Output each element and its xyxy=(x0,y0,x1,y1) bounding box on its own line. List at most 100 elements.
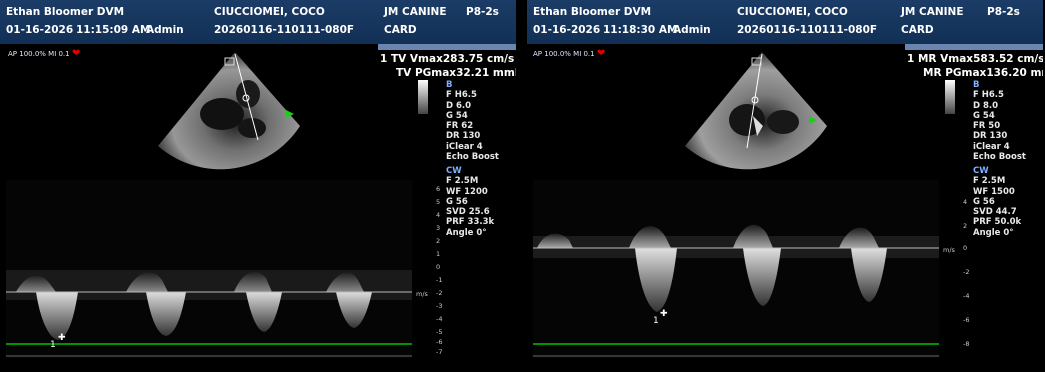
echo-panel-right: Ethan Bloomer DVM CIUCCIOMEI, COCO JM CA… xyxy=(527,0,1043,372)
scale-tick: 6 xyxy=(436,185,441,193)
echo-panel-left: Ethan Bloomer DVM CIUCCIOMEI, COCO JM CA… xyxy=(0,0,516,372)
scale-tick: 3 xyxy=(436,224,441,232)
param-frame-rate: FR 50 xyxy=(973,121,1001,132)
param-heading-cw: CW xyxy=(446,166,462,176)
operator-name: Ethan Bloomer DVM xyxy=(6,6,125,18)
scale-tick: -6 xyxy=(436,338,443,346)
scale-unit: m/s xyxy=(416,290,428,298)
param-freq: F H6.5 xyxy=(973,90,1004,101)
exam-date: 01-16-2026 xyxy=(533,24,601,36)
user-name: Admin xyxy=(673,24,711,36)
param-angle: Angle 0° xyxy=(446,227,487,238)
patient-name: CIUCCIOMEI, COCO xyxy=(214,6,325,18)
bmode-params: B F H6.5 D 8.0 G 54 FR 50 DR 130 iClear … xyxy=(973,80,1026,162)
param-iclear: iClear 4 xyxy=(446,141,483,152)
scale-tick: -1 xyxy=(436,276,443,284)
measurement-cursor-icon: ✚ xyxy=(58,333,66,343)
param-depth: D 6.0 xyxy=(446,100,472,111)
param-svd: SVD 25.6 xyxy=(446,207,490,218)
exam-id: 20260116-110111-080F xyxy=(737,24,878,36)
scale-unit: m/s xyxy=(943,246,955,254)
param-cw-freq: F 2.5M xyxy=(446,176,479,187)
measurement-2-value: 32.21 mmHg xyxy=(456,67,516,79)
param-dynamic-range: DR 130 xyxy=(973,131,1008,142)
grayscale-bar xyxy=(418,80,428,114)
param-heading-b: B xyxy=(446,80,453,90)
header-bar: Ethan Bloomer DVM CIUCCIOMEI, COCO JM CA… xyxy=(527,0,1043,44)
param-depth: D 8.0 xyxy=(973,100,999,111)
param-wall-filter: WF 1200 xyxy=(446,186,488,197)
scale-tick: -8 xyxy=(963,340,970,348)
bmode-params: B F H6.5 D 6.0 G 54 FR 62 DR 130 iClear … xyxy=(446,80,499,162)
measurement-header-bar xyxy=(905,44,1043,50)
ap-mi-text: AP 100.0% MI 0.1 xyxy=(8,50,70,58)
measurement-marker-label: 1 xyxy=(50,340,56,350)
scale-tick: -3 xyxy=(436,302,443,310)
patient-name: CIUCCIOMEI, COCO xyxy=(737,6,848,18)
measurement-header-bar xyxy=(378,44,516,50)
scale-tick: 4 xyxy=(963,198,968,206)
param-gain: G 54 xyxy=(446,110,468,121)
dept-line2: CARD xyxy=(901,24,934,36)
param-dynamic-range: DR 130 xyxy=(446,131,481,142)
ap-mi-readout: AP 100.0% MI 0.1 ❤ xyxy=(533,48,605,59)
param-svd: SVD 44.7 xyxy=(973,207,1017,218)
user-name: Admin xyxy=(146,24,184,36)
exam-id: 20260116-110111-080F xyxy=(214,24,355,36)
measurement-1-value: 583.52 cm/s xyxy=(973,53,1043,65)
dept-line1: JM CANINE xyxy=(901,6,964,18)
measurement-2-label: MR PGmax xyxy=(923,67,987,79)
scale-tick: -5 xyxy=(436,328,443,336)
heart-icon: ❤ xyxy=(596,48,606,59)
param-echo-boost: Echo Boost xyxy=(446,152,499,163)
measurement-2-value: 136.20 mmHg xyxy=(986,67,1043,79)
exam-date: 01-16-2026 xyxy=(6,24,74,36)
measurement-marker-label: 1 xyxy=(653,316,659,326)
ap-mi-text: AP 100.0% MI 0.1 xyxy=(533,50,595,58)
measurement-2-label: TV PGmax xyxy=(396,67,457,79)
scale-tick: -4 xyxy=(436,315,443,323)
scale-tick: -4 xyxy=(963,292,970,300)
param-wall-filter: WF 1500 xyxy=(973,186,1015,197)
param-freq: F H6.5 xyxy=(446,90,477,101)
param-iclear: iClear 4 xyxy=(973,141,1010,152)
bmode-sector-image xyxy=(158,52,300,170)
scale-tick: 2 xyxy=(963,222,968,230)
scale-tick: 2 xyxy=(436,237,441,245)
exam-time: 11:15:09 AM xyxy=(76,24,151,36)
doppler-spectrum xyxy=(533,180,939,358)
scale-tick: 4 xyxy=(436,211,441,219)
scale-tick: 1 xyxy=(436,250,441,258)
param-prf: PRF 50.0k xyxy=(973,217,1022,228)
dept-line1: JM CANINE xyxy=(384,6,447,18)
ap-mi-readout: AP 100.0% MI 0.1 ❤ xyxy=(8,48,80,59)
measurement-1-label: TV Vmax xyxy=(390,53,443,65)
probe-name: P8-2s xyxy=(466,6,499,18)
velocity-scale: 6 5 4 3 2 1 0 -1 -2 -3 -4 -5 -6 -7 m/s xyxy=(414,180,454,358)
velocity-scale: 4 2 0 -2 -4 -6 -8 m/s xyxy=(941,180,981,358)
doppler-spectrum xyxy=(6,180,412,358)
measurement-1-value: 283.75 cm/s xyxy=(442,53,515,65)
param-frame-rate: FR 62 xyxy=(446,121,474,132)
scale-tick: 0 xyxy=(963,244,968,252)
param-prf: PRF 33.3k xyxy=(446,217,495,228)
param-angle: Angle 0° xyxy=(973,227,1014,238)
measurement-1-label: MR Vmax xyxy=(917,53,974,65)
grayscale-bar xyxy=(945,80,955,114)
probe-name: P8-2s xyxy=(987,6,1020,18)
param-cw-freq: F 2.5M xyxy=(973,176,1006,187)
scale-tick: 0 xyxy=(436,263,441,271)
param-cw-gain: G 56 xyxy=(446,196,468,207)
param-heading-b: B xyxy=(973,80,980,90)
measurement-cursor-icon: ✚ xyxy=(660,309,668,319)
scale-tick: 5 xyxy=(436,198,441,206)
cw-params: CW F 2.5M WF 1200 G 56 SVD 25.6 PRF 33.3… xyxy=(446,166,494,238)
header-bar: Ethan Bloomer DVM CIUCCIOMEI, COCO JM CA… xyxy=(0,0,516,44)
exam-time: 11:18:30 AM xyxy=(603,24,678,36)
param-echo-boost: Echo Boost xyxy=(973,152,1026,163)
operator-name: Ethan Bloomer DVM xyxy=(533,6,652,18)
measurement-number: 1 xyxy=(380,53,388,65)
scale-tick: -6 xyxy=(963,316,970,324)
